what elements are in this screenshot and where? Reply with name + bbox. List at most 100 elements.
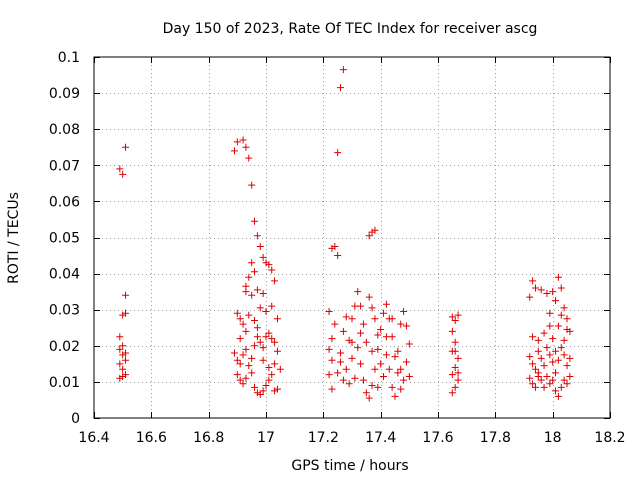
y-tick-label: 0.1 [58, 50, 80, 66]
data-point [116, 360, 124, 368]
y-tick-label: 0.08 [49, 122, 80, 138]
data-point [566, 327, 574, 335]
data-point [554, 322, 562, 330]
data-point [339, 376, 347, 384]
data-point [552, 347, 560, 355]
data-point [251, 317, 259, 325]
data-point [388, 383, 396, 391]
data-point [454, 354, 462, 362]
x-tick-label: 17.4 [365, 430, 396, 446]
data-point [374, 345, 382, 353]
data-point [116, 374, 124, 382]
data-point [253, 389, 261, 397]
data-point [273, 315, 281, 323]
data-point [368, 304, 376, 312]
data-point [342, 313, 350, 321]
data-point [448, 313, 456, 321]
data-point [271, 277, 279, 285]
data-point [251, 342, 259, 350]
data-point [248, 354, 256, 362]
data-points [116, 66, 574, 402]
y-tick-label: 0.03 [49, 303, 80, 319]
data-point [242, 288, 250, 296]
y-tick-label: 0.06 [49, 194, 80, 210]
data-point [245, 311, 253, 319]
x-tick-label: 17.2 [308, 430, 339, 446]
data-point [259, 253, 267, 261]
data-point [122, 309, 130, 317]
data-point [402, 358, 410, 366]
x-tick-label: 17.6 [422, 430, 453, 446]
data-point [563, 380, 571, 388]
data-point [557, 383, 565, 391]
data-point [374, 331, 382, 339]
data-point [328, 335, 336, 343]
y-tick-label: 0.01 [49, 375, 80, 391]
data-point [119, 170, 127, 178]
data-point [245, 362, 253, 370]
data-point [394, 347, 402, 355]
data-point [534, 347, 542, 355]
data-point [116, 165, 124, 173]
data-point [268, 371, 276, 379]
data-point [537, 376, 545, 384]
chart-title: Day 150 of 2023, Rate Of TEC Index for r… [163, 21, 538, 37]
data-point [405, 340, 413, 348]
data-point [531, 284, 539, 292]
data-point [451, 383, 459, 391]
data-point [543, 289, 551, 297]
data-point [276, 365, 284, 373]
data-point [233, 356, 241, 364]
data-point [540, 383, 548, 391]
data-point [451, 317, 459, 325]
data-point [529, 277, 537, 285]
data-point [119, 351, 127, 359]
data-point [377, 326, 385, 334]
y-tick-label: 0.04 [49, 267, 80, 283]
data-point [122, 356, 130, 364]
data-point [368, 228, 376, 236]
data-point [368, 347, 376, 355]
data-point [242, 143, 250, 151]
data-point [560, 376, 568, 384]
data-point [342, 365, 350, 373]
data-point [239, 351, 247, 359]
data-point [534, 369, 542, 377]
data-point [557, 284, 565, 292]
data-point [454, 311, 462, 319]
data-point [540, 362, 548, 370]
data-point [563, 315, 571, 323]
data-point [560, 304, 568, 312]
data-point [371, 315, 379, 323]
data-point [391, 353, 399, 361]
data-point [354, 288, 362, 296]
data-point [339, 327, 347, 335]
data-point [451, 347, 459, 355]
data-point [122, 291, 130, 299]
data-point [259, 344, 267, 352]
data-point [552, 369, 560, 377]
data-point [529, 333, 537, 341]
data-point [400, 376, 408, 384]
data-point [242, 327, 250, 335]
data-point [348, 354, 356, 362]
data-point [233, 371, 241, 379]
data-point [334, 369, 342, 377]
data-point [348, 315, 356, 323]
data-point [552, 387, 560, 395]
data-point [546, 351, 554, 359]
data-point [245, 154, 253, 162]
data-point [537, 354, 545, 362]
data-point [337, 84, 345, 92]
data-point [230, 349, 238, 357]
data-point [400, 308, 408, 316]
data-point [549, 335, 557, 343]
data-point [362, 389, 370, 397]
y-tick-label: 0.05 [49, 231, 80, 247]
x-tick-label: 16.8 [193, 430, 224, 446]
data-point [365, 293, 373, 301]
data-point [122, 371, 130, 379]
data-point [371, 365, 379, 373]
data-point [122, 349, 130, 357]
